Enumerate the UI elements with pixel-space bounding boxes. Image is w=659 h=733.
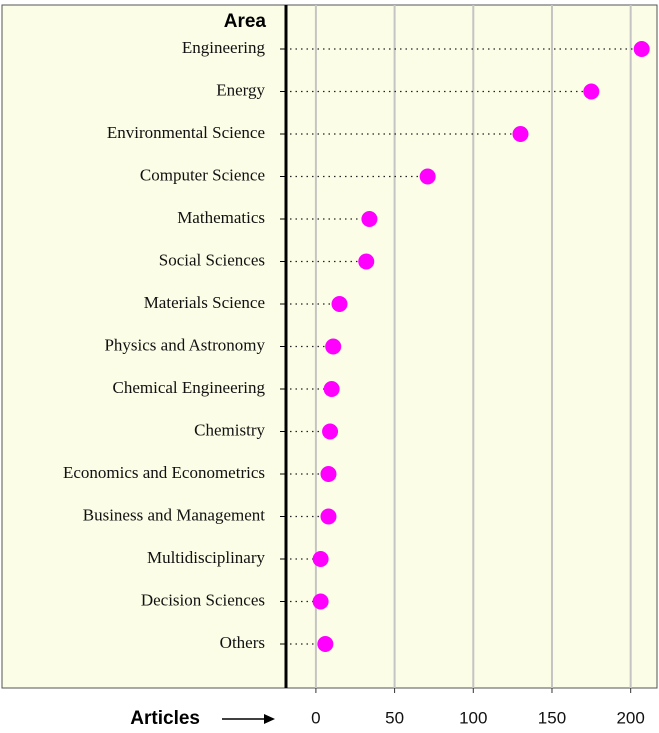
dot — [419, 168, 436, 185]
dot — [512, 126, 529, 142]
x-tick-label: 50 — [385, 708, 404, 727]
y-tick-label: Materials Science — [144, 293, 265, 312]
dot — [317, 636, 334, 652]
dot — [633, 41, 650, 57]
y-tick-label: Economics and Econometrics — [63, 463, 265, 482]
dot — [331, 296, 348, 312]
dot — [323, 381, 340, 397]
y-tick-label: Social Sciences — [159, 250, 265, 269]
y-tick-label: Environmental Science — [107, 123, 265, 142]
dot — [322, 423, 339, 440]
x-tick-label: 0 — [311, 708, 320, 727]
dot — [320, 466, 337, 482]
x-axis-label: Articles — [130, 708, 200, 729]
x-tick-label: 200 — [616, 708, 644, 727]
dot — [320, 508, 337, 525]
y-tick-label: Computer Science — [140, 165, 265, 184]
dot — [358, 253, 375, 270]
y-tick-label: Multidisciplinary — [147, 548, 266, 567]
y-tick-label: Others — [220, 633, 265, 652]
y-tick-label: Engineering — [182, 38, 266, 57]
dot — [312, 593, 329, 610]
dot — [325, 338, 342, 355]
dot — [583, 83, 600, 100]
x-tick-label: 100 — [459, 708, 487, 727]
y-tick-label: Business and Management — [83, 505, 266, 524]
y-tick-label: Physics and Astronomy — [104, 335, 265, 354]
grid — [314, 5, 632, 688]
marks — [290, 41, 650, 652]
y-tick-label: Chemistry — [194, 420, 265, 439]
y-tick-label: Mathematics — [177, 208, 265, 227]
dot — [312, 551, 329, 567]
y-axis-label: Area — [224, 11, 267, 32]
dot — [361, 211, 378, 227]
x-tick-label: 150 — [538, 708, 566, 727]
y-tick-label: Chemical Engineering — [113, 378, 266, 397]
y-tick-label: Decision Sciences — [141, 590, 265, 609]
y-tick-label: Energy — [216, 80, 265, 99]
arrow-head — [264, 714, 275, 724]
